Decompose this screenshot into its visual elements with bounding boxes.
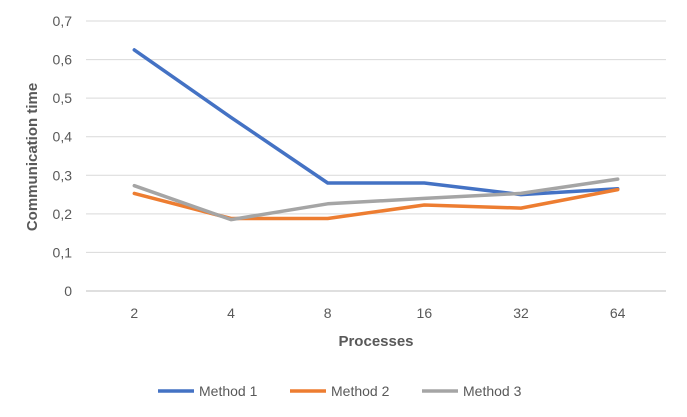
y-tick-label: 0 <box>64 283 72 299</box>
y-tick-label: 0,4 <box>53 129 73 145</box>
y-tick-label: 0,1 <box>53 244 73 260</box>
y-tick-label: 0,6 <box>53 52 73 68</box>
x-axis-title: Processes <box>338 333 413 350</box>
x-tick-label: 64 <box>610 305 626 321</box>
y-tick-label: 0,2 <box>53 206 73 222</box>
y-tick-label: 0,3 <box>53 167 73 183</box>
x-tick-label: 2 <box>130 305 138 321</box>
y-tick-labels: 0 0,1 0,2 0,3 0,4 0,5 0,6 0,7 <box>53 13 73 299</box>
y-tick-label: 0,7 <box>53 13 73 29</box>
legend-label: Method 3 <box>463 383 522 399</box>
x-tick-label: 8 <box>324 305 332 321</box>
series-line-method-3 <box>132 177 620 222</box>
series-line-method-1 <box>132 48 620 197</box>
x-tick-label: 4 <box>227 305 235 321</box>
grid-layer <box>86 20 666 292</box>
x-tick-label: 16 <box>417 305 433 321</box>
y-axis-title: Communication time <box>24 83 41 231</box>
legend: Method 1 Method 2 Method 3 <box>158 383 522 399</box>
x-tick-labels: 2 4 8 16 32 64 <box>130 305 625 321</box>
x-tick-label: 32 <box>513 305 529 321</box>
y-tick-label: 0,5 <box>53 90 73 106</box>
legend-label: Method 1 <box>199 383 258 399</box>
legend-label: Method 2 <box>331 383 390 399</box>
series-layer <box>132 48 620 222</box>
